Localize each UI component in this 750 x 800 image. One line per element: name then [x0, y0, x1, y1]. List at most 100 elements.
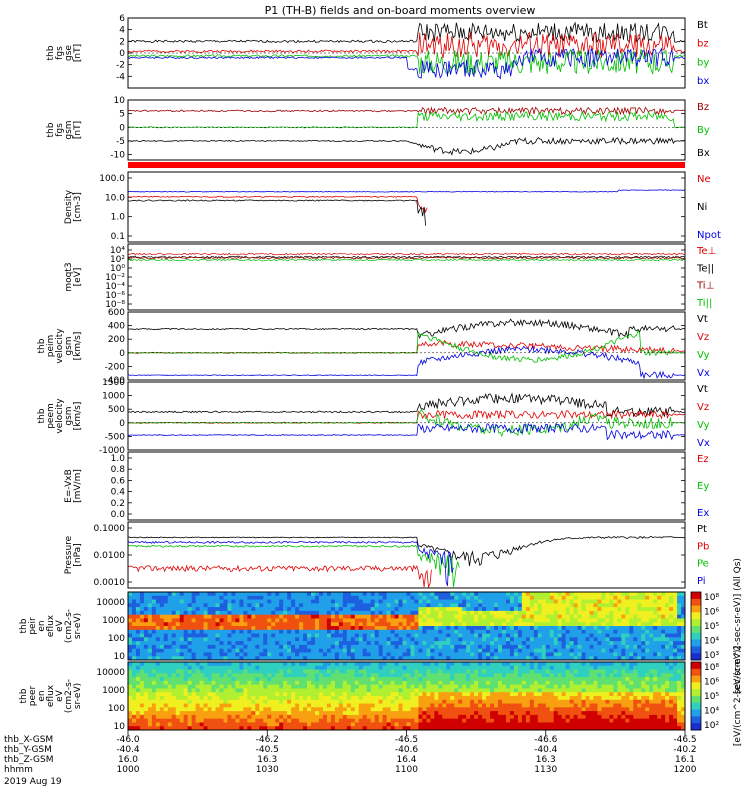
spectrogram-cell — [402, 711, 407, 716]
spectrogram-cell — [366, 707, 372, 712]
spectrogram-cell — [223, 688, 228, 693]
spectrogram-cell — [299, 629, 304, 634]
spectrogram-cell — [247, 648, 252, 653]
spectrogram-cell — [267, 633, 272, 638]
spectrogram-cell — [303, 665, 308, 670]
spectrogram-cell — [609, 641, 614, 646]
spectrogram-cell — [303, 629, 308, 634]
spectrogram-cell — [589, 603, 594, 608]
spectrogram-cell — [470, 696, 475, 701]
spectrogram-cell — [501, 722, 507, 727]
spectrogram-cell — [438, 707, 443, 712]
spectrogram-cell — [669, 626, 674, 631]
spectrogram-cell — [139, 637, 145, 642]
y-tick-label: 500 — [108, 405, 125, 415]
spectrogram-cell — [207, 696, 212, 701]
spectrogram-cell — [402, 707, 407, 712]
spectrogram-cell — [470, 637, 475, 642]
spectrogram-cell — [486, 673, 491, 678]
spectrogram-cell — [501, 726, 507, 731]
spectrogram-cell — [406, 703, 411, 708]
spectrogram-cell — [557, 662, 563, 667]
spectrogram-cell — [211, 680, 216, 686]
spectrogram-cell — [155, 595, 161, 600]
spectrogram-cell — [179, 610, 185, 616]
spectrogram-cell — [307, 673, 312, 678]
spectrogram-cell — [430, 599, 435, 604]
spectrogram-cell — [482, 707, 487, 712]
spectrogram-cell — [490, 652, 495, 657]
spectrogram-cell — [490, 688, 495, 693]
spectrogram-cell — [151, 722, 157, 727]
spectrogram-cell — [199, 614, 204, 619]
spectrogram-cell — [374, 599, 380, 604]
spectrogram-cell — [291, 714, 296, 720]
spectrogram-cell — [191, 626, 197, 631]
spectrogram-cell — [382, 644, 388, 650]
spectrogram-cell — [597, 629, 602, 634]
spectrogram-cell — [553, 603, 559, 608]
spectrogram-cell — [311, 607, 316, 612]
spectrogram-cell — [370, 718, 376, 723]
spectrogram-cell — [657, 648, 662, 653]
spectrogram-cell — [513, 595, 519, 600]
spectrogram-cell — [338, 665, 344, 670]
spectrogram-cell — [537, 688, 543, 693]
spectrogram-cell — [318, 684, 324, 689]
spectrogram-cell — [454, 714, 459, 720]
y-tick-label: 1.0 — [111, 454, 126, 464]
spectrogram-cell — [681, 626, 686, 631]
spectrogram-cell — [227, 652, 232, 657]
legend-Vy: Vy — [697, 350, 710, 361]
spectrogram-cell — [625, 641, 630, 646]
spectrogram-cell — [545, 662, 551, 667]
spectrogram-cell — [482, 652, 487, 657]
spectrogram-cell — [414, 726, 419, 731]
spectrogram-cell — [573, 722, 578, 727]
spectrogram-cell — [569, 684, 574, 689]
spectrogram-cell — [462, 599, 467, 604]
spectrogram-cell — [243, 614, 248, 619]
spectrogram-cell — [533, 641, 539, 646]
spectrogram-cell — [418, 707, 423, 712]
spectrogram-cell — [665, 592, 670, 597]
spectrogram-cell — [231, 696, 236, 701]
spectrogram-cell — [434, 699, 439, 704]
spectrogram-cell — [139, 703, 145, 708]
spectrogram-cell — [466, 688, 471, 693]
spectrogram-cell — [637, 599, 642, 604]
spectrogram-cell — [669, 622, 674, 627]
spectrogram-cell — [410, 595, 415, 600]
spectrogram-cell — [577, 692, 582, 697]
spectrogram-cell — [665, 652, 670, 657]
series-line-Pe — [127, 544, 460, 587]
spectrogram-cell — [191, 726, 197, 731]
spectrogram-cell — [378, 680, 384, 686]
spectrogram-cell — [426, 610, 431, 616]
spectrogram-cell — [199, 726, 204, 731]
spectrogram-cell — [462, 652, 467, 657]
spectrogram-cell — [231, 629, 236, 634]
spectrogram-cell — [255, 688, 260, 693]
spectrogram-cell — [382, 641, 388, 646]
spectrogram-cell — [223, 629, 228, 634]
spectrogram-cell — [275, 618, 280, 623]
spectrogram-cell — [199, 592, 204, 597]
spectrogram-cell — [629, 599, 634, 604]
spectrogram-cell — [382, 718, 388, 723]
spectrogram-cell — [406, 652, 411, 657]
spectrogram-cell — [318, 699, 324, 704]
spectrogram-cell — [215, 618, 220, 623]
spectrogram-cell — [513, 699, 519, 704]
spectrogram-cell — [513, 610, 519, 616]
spectrogram-cell — [342, 599, 348, 604]
spectrogram-cell — [374, 699, 380, 704]
spectrogram-cell — [299, 656, 304, 661]
spectrogram-cell — [227, 707, 232, 712]
spectrogram-cell — [219, 684, 224, 689]
spectrogram-cell — [589, 592, 594, 597]
spectrogram-cell — [617, 637, 622, 642]
spectrogram-cell — [358, 603, 364, 608]
spectrogram-cell — [318, 673, 324, 678]
